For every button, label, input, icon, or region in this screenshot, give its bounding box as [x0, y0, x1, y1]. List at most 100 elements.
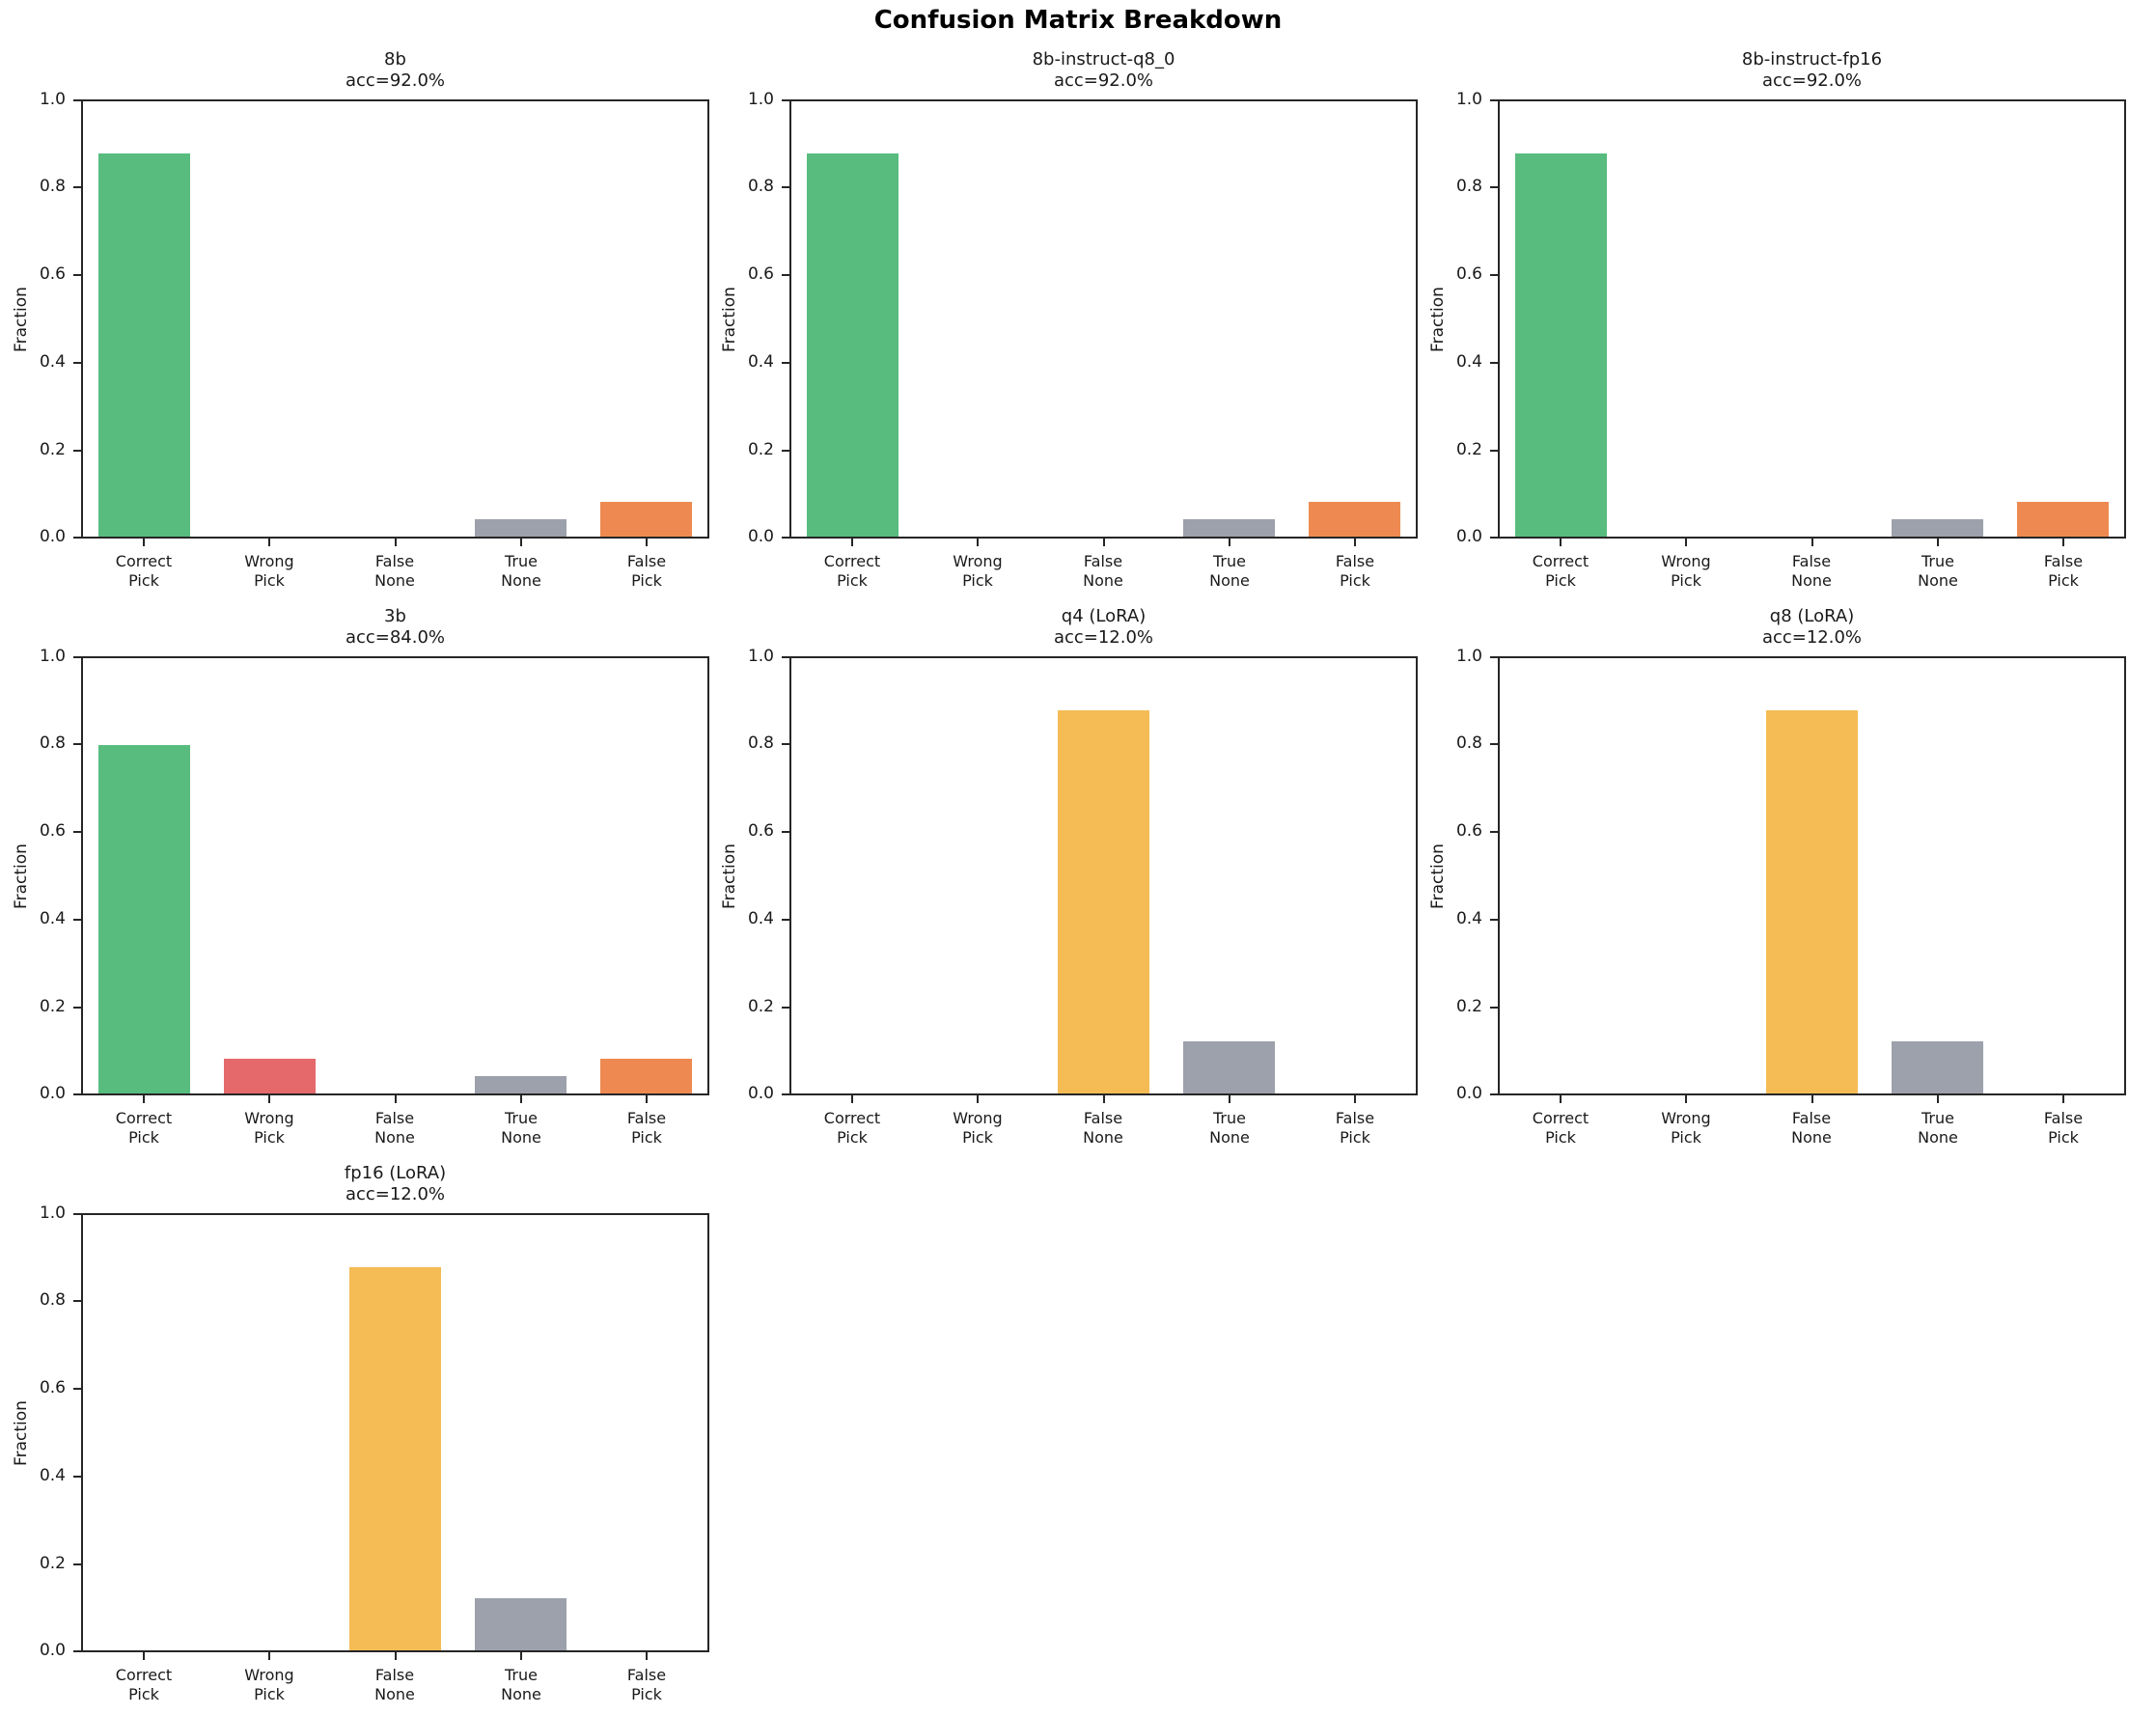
- y-tick-label: 0.6: [1455, 821, 1482, 841]
- y-tick: [1490, 274, 1498, 276]
- x-tick: [1685, 1095, 1687, 1103]
- x-tick-label-false-pick: False Pick: [2043, 552, 2084, 590]
- y-tick-label: 0.0: [39, 1641, 66, 1660]
- x-tick: [1103, 539, 1105, 546]
- y-tick-label: 0.8: [747, 177, 774, 196]
- y-tick-label: 0.0: [1455, 1084, 1482, 1103]
- y-axis-label: Fraction: [12, 844, 31, 909]
- y-axis-label: Fraction: [1428, 287, 1448, 352]
- x-tick-label-correct-pick: Correct Pick: [115, 1109, 173, 1147]
- y-tick-label: 0.8: [39, 177, 66, 196]
- y-tick-label: 0.8: [747, 733, 774, 753]
- y-tick: [1490, 1007, 1498, 1009]
- x-tick: [143, 539, 145, 546]
- bar-true-none: [1183, 519, 1275, 537]
- y-tick-label: 1.0: [1455, 90, 1482, 109]
- bar-false-pick: [600, 502, 692, 537]
- x-tick: [1354, 539, 1356, 546]
- y-tick-label: 0.2: [1455, 440, 1482, 459]
- bar-false-pick: [1309, 502, 1400, 537]
- x-tick: [851, 1095, 853, 1103]
- y-tick: [1490, 919, 1498, 921]
- x-tick-label-wrong-pick: Wrong Pick: [953, 552, 1003, 590]
- y-tick: [782, 450, 789, 452]
- x-tick-label-false-pick: False Pick: [1335, 1109, 1375, 1147]
- y-tick: [782, 1093, 789, 1095]
- x-tick: [268, 1095, 270, 1103]
- bar-false-none: [349, 1267, 441, 1650]
- x-tick-label-wrong-pick: Wrong Pick: [1661, 552, 1711, 590]
- x-tick-label-wrong-pick: Wrong Pick: [244, 1109, 294, 1147]
- subplot-title-q8-lora: q8 (LoRA) acc=12.0%: [1761, 606, 1863, 648]
- y-tick-label: 0.2: [747, 440, 774, 459]
- subplot-title-8b-instruct-fp16: 8b-instruct-fp16 acc=92.0%: [1741, 49, 1883, 91]
- axes-3b: [81, 656, 709, 1095]
- y-tick-label: 0.0: [39, 527, 66, 546]
- bar-correct-pick: [1515, 153, 1607, 537]
- y-tick: [73, 1476, 81, 1478]
- y-tick-label: 1.0: [747, 647, 774, 666]
- x-tick: [646, 1652, 648, 1660]
- x-tick-label-wrong-pick: Wrong Pick: [1661, 1109, 1711, 1147]
- x-tick: [143, 1095, 145, 1103]
- x-tick: [520, 1652, 522, 1660]
- x-tick: [977, 1095, 979, 1103]
- bar-true-none: [475, 1598, 567, 1650]
- x-tick-label-false-pick: False Pick: [626, 1109, 667, 1147]
- bar-true-none: [1892, 519, 1983, 537]
- y-axis-label: Fraction: [1428, 844, 1448, 909]
- x-tick: [143, 1652, 145, 1660]
- y-tick: [73, 362, 81, 364]
- x-tick: [1685, 539, 1687, 546]
- y-tick: [73, 1213, 81, 1215]
- x-tick: [1354, 1095, 1356, 1103]
- x-tick: [520, 539, 522, 546]
- x-tick: [1229, 539, 1230, 546]
- y-tick: [782, 1007, 789, 1009]
- bar-correct-pick: [98, 153, 190, 537]
- x-tick: [520, 1095, 522, 1103]
- y-tick-label: 0.6: [39, 264, 66, 284]
- bar-true-none: [1892, 1041, 1983, 1093]
- y-tick: [1490, 99, 1498, 101]
- y-tick: [782, 919, 789, 921]
- x-tick-label-wrong-pick: Wrong Pick: [244, 552, 294, 590]
- y-tick-label: 0.8: [1455, 733, 1482, 753]
- x-tick-label-true-none: True None: [1918, 1109, 1958, 1147]
- x-tick-label-false-none: False None: [374, 1109, 415, 1147]
- y-tick: [1490, 362, 1498, 364]
- axes-q4-lora: [789, 656, 1418, 1095]
- x-tick-label-false-pick: False Pick: [1335, 552, 1375, 590]
- axes-q8-lora: [1498, 656, 2126, 1095]
- y-tick: [1490, 656, 1498, 658]
- x-tick-label-false-pick: False Pick: [626, 552, 667, 590]
- figure-title: Confusion Matrix Breakdown: [873, 6, 1283, 35]
- y-tick: [782, 99, 789, 101]
- y-tick: [73, 99, 81, 101]
- x-tick: [646, 1095, 648, 1103]
- y-tick-label: 1.0: [747, 90, 774, 109]
- y-axis-label: Fraction: [12, 1400, 31, 1466]
- y-tick: [73, 831, 81, 833]
- bar-correct-pick: [807, 153, 898, 537]
- axes-8b-instruct-fp16: [1498, 99, 2126, 539]
- y-tick: [782, 831, 789, 833]
- y-tick-label: 0.2: [39, 997, 66, 1016]
- y-tick-label: 0.0: [1455, 527, 1482, 546]
- x-tick-label-false-none: False None: [1791, 552, 1832, 590]
- y-tick-label: 0.0: [747, 527, 774, 546]
- y-tick-label: 0.6: [747, 821, 774, 841]
- y-tick: [73, 1093, 81, 1095]
- bar-false-none: [1766, 710, 1858, 1093]
- y-tick-label: 0.2: [39, 1554, 66, 1573]
- x-tick: [977, 539, 979, 546]
- x-tick: [268, 1652, 270, 1660]
- y-tick: [782, 537, 789, 539]
- subplot-title-3b: 3b acc=84.0%: [345, 606, 446, 648]
- y-tick: [1490, 1093, 1498, 1095]
- bar-false-pick: [600, 1059, 692, 1093]
- y-tick-label: 0.4: [1455, 352, 1482, 372]
- y-tick: [1490, 743, 1498, 745]
- x-tick: [395, 1652, 397, 1660]
- y-tick: [1490, 831, 1498, 833]
